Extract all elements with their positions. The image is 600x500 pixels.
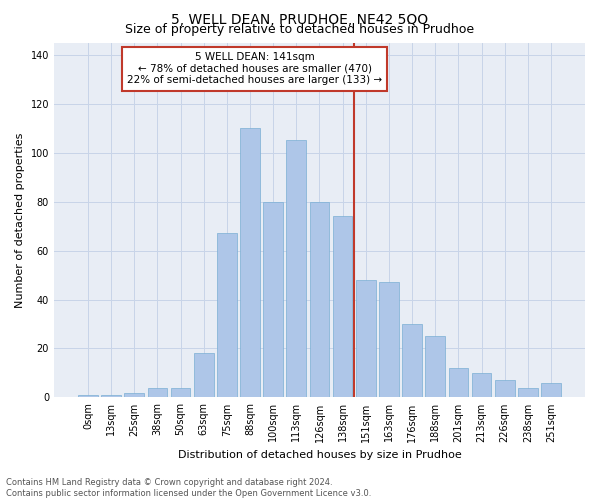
- Bar: [148, 388, 167, 398]
- Bar: [194, 354, 214, 398]
- Text: 5 WELL DEAN: 141sqm
← 78% of detached houses are smaller (470)
22% of semi-detac: 5 WELL DEAN: 141sqm ← 78% of detached ho…: [127, 52, 382, 86]
- X-axis label: Distribution of detached houses by size in Prudhoe: Distribution of detached houses by size …: [178, 450, 461, 460]
- Bar: [495, 380, 515, 398]
- Bar: [425, 336, 445, 398]
- Bar: [518, 388, 538, 398]
- Bar: [286, 140, 306, 398]
- Bar: [379, 282, 399, 398]
- Bar: [78, 395, 98, 398]
- Bar: [472, 373, 491, 398]
- Y-axis label: Number of detached properties: Number of detached properties: [15, 132, 25, 308]
- Text: Size of property relative to detached houses in Prudhoe: Size of property relative to detached ho…: [125, 22, 475, 36]
- Bar: [449, 368, 468, 398]
- Bar: [170, 388, 190, 398]
- Bar: [356, 280, 376, 398]
- Bar: [402, 324, 422, 398]
- Text: Contains HM Land Registry data © Crown copyright and database right 2024.
Contai: Contains HM Land Registry data © Crown c…: [6, 478, 371, 498]
- Bar: [263, 202, 283, 398]
- Bar: [101, 395, 121, 398]
- Text: 5, WELL DEAN, PRUDHOE, NE42 5QQ: 5, WELL DEAN, PRUDHOE, NE42 5QQ: [172, 12, 428, 26]
- Bar: [541, 382, 561, 398]
- Bar: [333, 216, 352, 398]
- Bar: [310, 202, 329, 398]
- Bar: [240, 128, 260, 398]
- Bar: [124, 392, 144, 398]
- Bar: [217, 234, 236, 398]
